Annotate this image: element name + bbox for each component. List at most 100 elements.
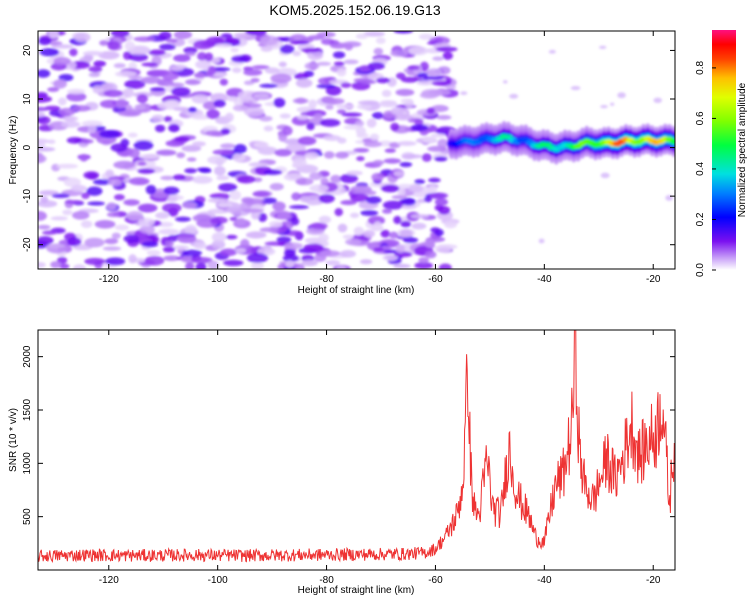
noise-blob [282,125,293,136]
noise-blob [58,107,75,117]
noise-blob [382,208,393,214]
snr-x-ticks: -120 -100 -80 -60 -40 -20 [99,330,661,586]
noise-blob [213,99,226,108]
noise-blob [38,153,45,163]
noise-blob [207,260,219,269]
noise-blob [176,152,186,159]
noise-blob [233,143,247,154]
noise-blob [139,225,155,234]
noise-blob [250,261,264,269]
noise-blob [359,79,377,85]
noise-blob [304,62,320,70]
snr-frame [37,329,676,571]
noise-blob [133,36,156,42]
noise-blob [310,222,328,230]
noise-blob [136,94,148,104]
noise-blob [115,98,128,109]
colorbar-tick-label: 0.2 [695,212,706,226]
colorbar: 0.0 0.2 0.4 0.6 0.8 Normalized spectral ampl… [695,30,748,277]
noise-blob [123,87,134,98]
noise-blob [229,190,242,201]
noise-blob [418,257,430,264]
colorbar-label: Normalized spectral amplitude [737,82,748,217]
noise-blob [219,248,237,257]
noise-blob [205,130,222,137]
colorbar-tick-label: 0.4 [695,162,706,176]
noise-blob [355,120,365,127]
noise-blob [170,65,185,72]
noise-blob [229,216,238,221]
noise-blob [106,212,120,218]
noise-blob [232,104,249,112]
noise-blob [411,124,429,132]
noise-blob [174,216,191,222]
noise-blob [38,147,56,152]
noise-blob [137,168,156,174]
noise-blob [148,49,166,56]
noise-blob [340,200,357,206]
colorbar-tick-label: 0.8 [695,61,706,75]
noise-blob [173,54,191,63]
noise-blob [430,227,441,233]
noise-blob [98,51,120,60]
noise-blob [105,257,126,266]
noise-blob [184,224,197,235]
noise-blob [325,104,334,110]
spectrogram-x-tick-label: -40 [537,274,552,285]
noise-blob [372,159,385,166]
colorbar-ticks: 0.0 0.2 0.4 0.6 0.8 [695,61,716,277]
noise-blob [393,263,411,269]
noise-blob [241,197,254,204]
noise-blob [47,139,56,145]
noise-blob [395,88,415,97]
noise-blob [408,185,424,193]
noise-blob [161,71,179,81]
noise-blob [252,191,270,198]
noise-blob [343,59,359,65]
noise-blob [51,193,70,198]
noise-blob [292,158,307,167]
noise-blob [257,146,278,156]
noise-blob [114,224,130,231]
noise-blob [67,237,82,247]
noise-blob [224,112,234,123]
noise-blob [263,125,274,132]
noise-blob [115,71,137,77]
noise-blob [391,195,408,200]
noise-blob [434,244,452,253]
noise-blob [442,51,453,60]
noise-blob [38,138,50,144]
noise-blob [242,208,264,213]
noise-blob [408,46,429,56]
noise-blob [279,44,295,54]
noise-blob [192,175,213,184]
noise-blob [38,236,54,245]
noise-blob [373,47,384,56]
noise-blob [50,216,68,221]
noise-blob [72,211,90,220]
noise-blob [244,106,265,117]
noise-blob [600,172,610,179]
noise-blob [106,202,117,211]
noise-blob [137,161,147,166]
noise-blob [300,111,318,117]
noise-blob [401,197,416,206]
noise-blob [232,152,246,162]
noise-blob [191,256,213,264]
noise-blob [146,250,161,256]
noise-blob [103,89,124,98]
noise-blob [226,96,239,102]
noise-blob [223,259,244,267]
noise-blob [435,46,458,52]
noise-blob [214,43,232,48]
noise-blob [225,234,238,240]
noise-blob [316,84,336,89]
noise-blob [174,136,190,142]
noise-blob [248,162,269,167]
snr-y-tick-label: 1500 [22,398,33,421]
noise-blob [297,136,317,146]
noise-blob [423,75,444,80]
noise-blob [292,97,309,104]
noise-blob [154,124,166,133]
